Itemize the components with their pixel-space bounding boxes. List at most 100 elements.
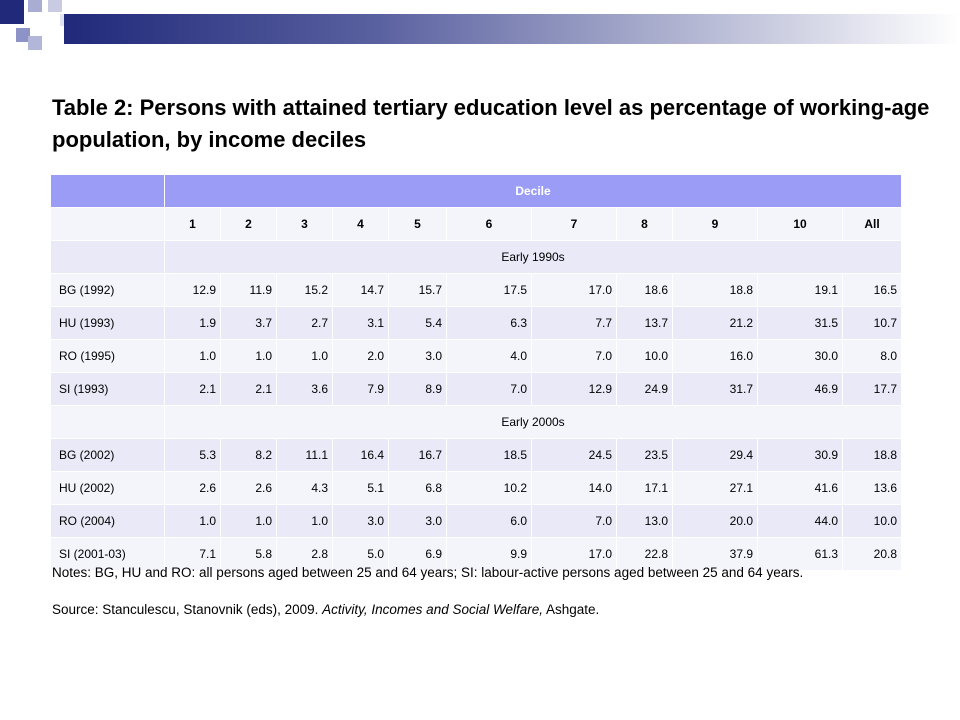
table-corner-cell [50,174,165,208]
slide-title: Table 2: Persons with attained tertiary … [52,95,930,152]
table-cell: 1.0 [276,504,333,538]
column-header: 5 [388,207,447,241]
table-cell: 7.9 [332,372,389,406]
table-cell: 13.0 [616,504,673,538]
table-cell: 5.0 [332,537,389,571]
row-label: RO (2004) [50,504,165,538]
table-cell: 8.0 [841,339,903,373]
table-cell: 30.0 [757,339,843,373]
table-cell: 10.0 [616,339,673,373]
column-header: 3 [276,207,333,241]
table-cell: 12.9 [164,273,221,307]
table-cell: 5.3 [164,438,221,472]
table-row: SI (2001-03) 7.1 5.8 2.8 5.0 6.9 9.9 17.0 22.8 37… [50,537,903,571]
table-cell: 3.0 [332,504,389,538]
table-cell: 18.8 [841,438,903,472]
table-cell: 10.0 [841,504,903,538]
table-cell: 22.8 [616,537,673,571]
table-cell: 17.1 [616,471,673,505]
column-header: 2 [220,207,277,241]
column-header: 10 [757,207,843,241]
table-cell: 13.6 [841,471,903,505]
table-cell: 2.6 [220,471,277,505]
table-cell: 1.9 [164,306,221,340]
table-cell: 5.1 [332,471,389,505]
table-cell: 14.7 [332,273,389,307]
column-header: 9 [672,207,758,241]
table-cell: 7.0 [531,339,617,373]
table-cell: 2.1 [164,372,221,406]
table-cell: 1.0 [164,504,221,538]
table-cell: 3.1 [332,306,389,340]
table-cell: 14.0 [531,471,617,505]
table-cell: 5.8 [220,537,277,571]
table-cell: 18.8 [672,273,758,307]
table-cell: 9.9 [446,537,532,571]
table-cell: 2.7 [276,306,333,340]
table-cell: 23.5 [616,438,673,472]
column-header: 6 [446,207,532,241]
table-cell: 6.0 [446,504,532,538]
table-cell: 8.2 [220,438,277,472]
table-row: Early 2000s [50,405,903,439]
table-row: BG (2002) 5.3 8.2 11.1 16.4 16.7 18.5 24.5 23.5 2… [50,438,903,472]
deco-square [0,0,24,24]
table-cell: 3.0 [388,504,447,538]
table-cell: 6.3 [446,306,532,340]
empty-label-cell [50,207,165,241]
table-cell: 11.1 [276,438,333,472]
table-cell: 15.7 [388,273,447,307]
deco-square [16,28,30,42]
table-cell: 18.5 [446,438,532,472]
table-row: 1 2 3 4 5 6 7 8 9 10 All [50,207,903,241]
column-header: 1 [164,207,221,241]
table-cell: 16.7 [388,438,447,472]
table-cell: 17.0 [531,537,617,571]
table-row: HU (1993) 1.9 3.7 2.7 3.1 5.4 6.3 7.7 13.7 21.2 31… [50,306,903,340]
table-row: HU (2002) 2.6 2.6 4.3 5.1 6.8 10.2 14.0 17.1 27.1… [50,471,903,505]
empty-label-cell [50,240,165,274]
table-row: BG (1992) 12.9 11.9 15.2 14.7 15.7 17.5 17.0 18.… [50,273,903,307]
data-table-container: Decile 1 2 3 4 5 6 7 8 9 10 All Early 1990s BG (1992)… [50,174,903,571]
table-row: RO (2004) 1.0 1.0 1.0 3.0 3.0 6.0 7.0 13.0 20.0 44… [50,504,903,538]
table-cell: 6.8 [388,471,447,505]
table-cell: 8.9 [388,372,447,406]
table-cell: 16.0 [672,339,758,373]
table-cell: 17.0 [531,273,617,307]
table-cell: 11.9 [220,273,277,307]
table-cell: 31.5 [757,306,843,340]
row-label: SI (2001-03) [50,537,165,571]
table-cell: 61.3 [757,537,843,571]
table-cell: 2.6 [164,471,221,505]
table-cell: 15.2 [276,273,333,307]
table-cell: 44.0 [757,504,843,538]
table-cell: 20.0 [672,504,758,538]
table-row: Decile [50,174,903,208]
table-cell: 21.2 [672,306,758,340]
column-header: 8 [616,207,673,241]
table-cell: 1.0 [276,339,333,373]
deco-square [28,0,42,12]
source-text: Source: Stanculescu, Stanovnik (eds), 20… [52,601,952,619]
table-cell: 31.7 [672,372,758,406]
table-cell: 27.1 [672,471,758,505]
table-cell: 46.9 [757,372,843,406]
table-cell: 30.9 [757,438,843,472]
table-cell: 3.6 [276,372,333,406]
table-cell: 24.5 [531,438,617,472]
table-cell: 17.5 [446,273,532,307]
period-label: Early 2000s [163,405,903,439]
table-cell: 13.7 [616,306,673,340]
table-cell: 17.7 [841,372,903,406]
table-cell: 4.3 [276,471,333,505]
column-header: 4 [332,207,389,241]
row-label: HU (2002) [50,471,165,505]
column-header: 7 [531,207,617,241]
table-cell: 7.0 [446,372,532,406]
table-cell: 6.9 [388,537,447,571]
column-header: All [841,207,903,241]
table-cell: 2.1 [220,372,277,406]
table-cell: 12.9 [531,372,617,406]
table-cell: 7.0 [531,504,617,538]
decile-header: Decile [163,174,903,208]
